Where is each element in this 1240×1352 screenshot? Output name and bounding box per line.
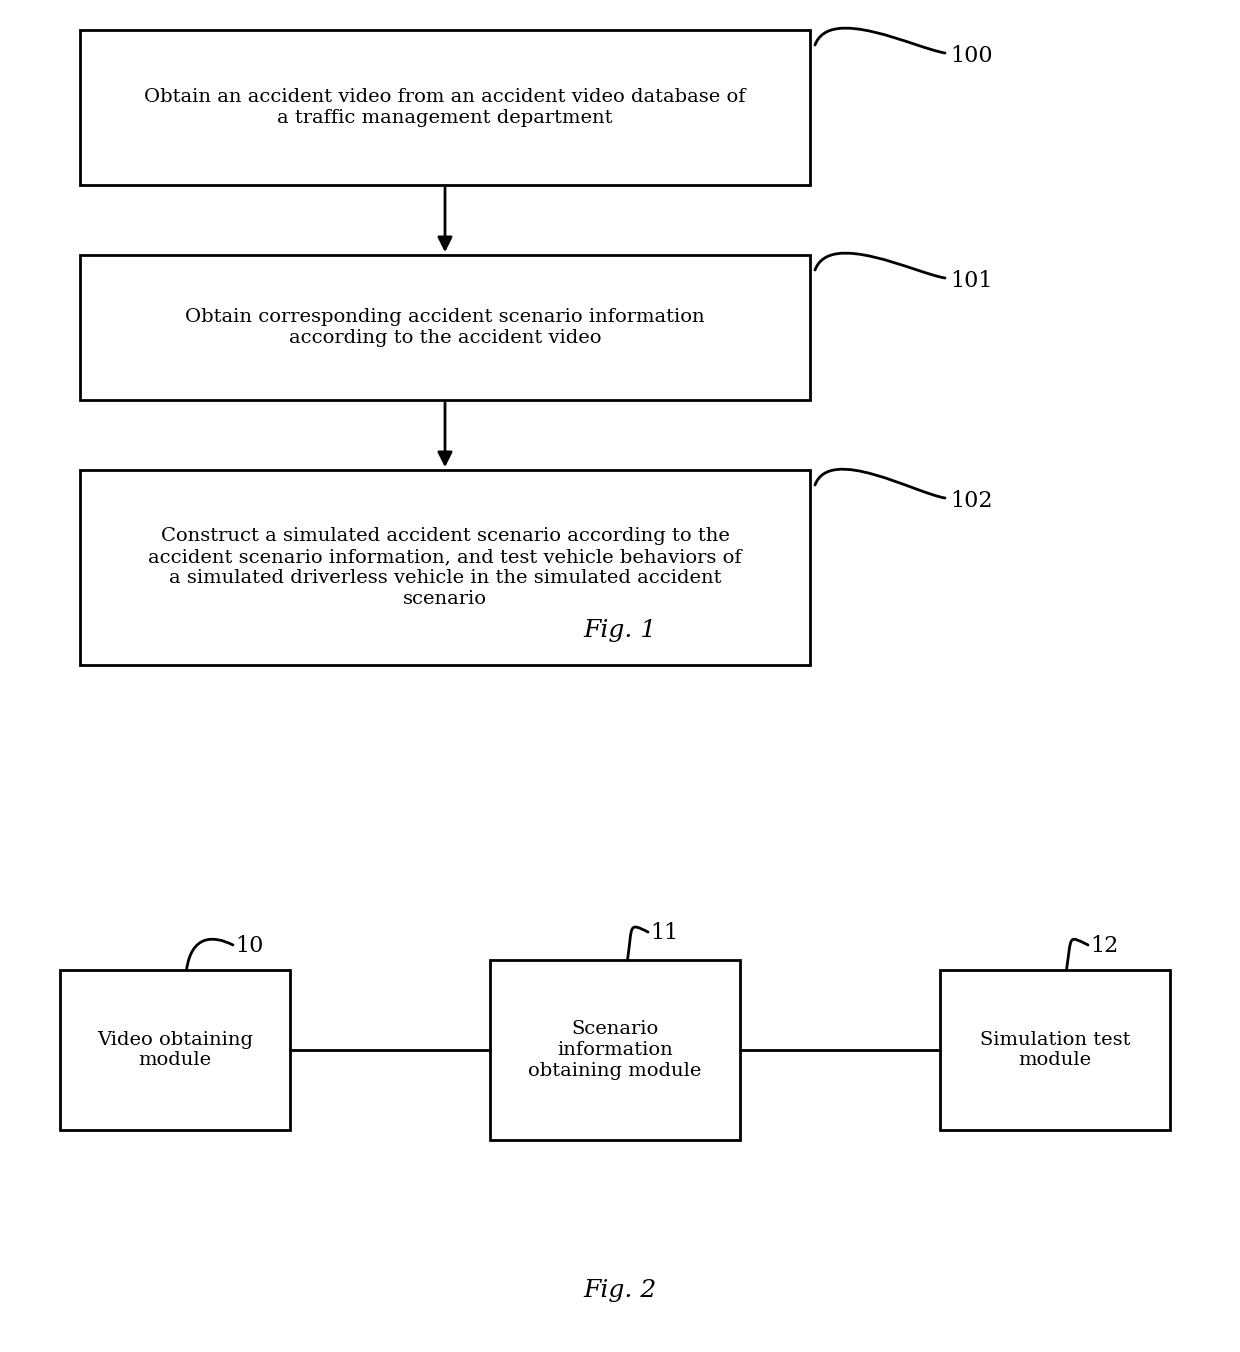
Bar	[81, 30, 810, 185]
Text: 102: 102	[950, 489, 992, 512]
Bar	[81, 470, 810, 665]
Bar	[490, 960, 740, 1140]
Bar	[940, 969, 1171, 1130]
Text: Fig. 2: Fig. 2	[583, 1279, 657, 1302]
Text: 10: 10	[236, 936, 263, 957]
Text: Scenario
information
obtaining module: Scenario information obtaining module	[528, 1021, 702, 1080]
Text: Obtain corresponding accident scenario information
according to the accident vid: Obtain corresponding accident scenario i…	[185, 308, 704, 347]
Text: 100: 100	[950, 45, 993, 68]
Text: 12: 12	[1090, 936, 1118, 957]
Text: Simulation test
module: Simulation test module	[980, 1030, 1130, 1069]
Bar	[60, 969, 290, 1130]
Bar	[81, 256, 810, 400]
Text: Construct a simulated accident scenario according to the
accident scenario infor: Construct a simulated accident scenario …	[149, 527, 742, 607]
Text: Obtain an accident video from an accident video database of
a traffic management: Obtain an accident video from an acciden…	[144, 88, 745, 127]
Text: 11: 11	[650, 922, 678, 944]
Text: Video obtaining
module: Video obtaining module	[97, 1030, 253, 1069]
Text: 101: 101	[950, 270, 992, 292]
Text: Fig. 1: Fig. 1	[583, 618, 657, 641]
